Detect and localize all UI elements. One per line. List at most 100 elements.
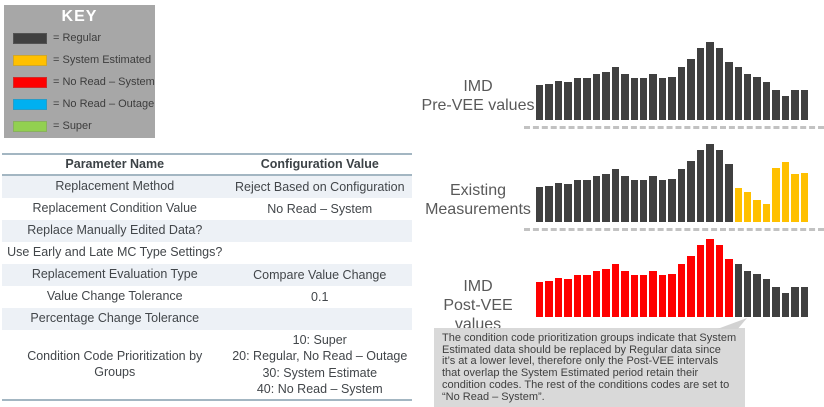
- legend-swatch: [13, 76, 47, 88]
- legend-item: = No Read – System: [13, 76, 155, 88]
- bar: [564, 279, 572, 317]
- bar: [696, 245, 705, 317]
- bar: [706, 144, 714, 222]
- config-value-header: Configuration Value: [260, 157, 379, 171]
- bar: [762, 204, 771, 222]
- bar: [554, 278, 563, 317]
- legend-swatch: [13, 54, 47, 66]
- bar: [592, 271, 601, 317]
- bar: [630, 275, 638, 317]
- bar: [583, 275, 591, 317]
- config-value-cell: [228, 251, 413, 255]
- chart-label-line: Measurements: [425, 201, 531, 218]
- param-name-cell: Value Change Tolerance: [46, 289, 183, 304]
- legend-label: = Regular: [53, 32, 102, 44]
- config-value-cell: [228, 229, 413, 233]
- table-body: Replacement Method Reject Based on Config…: [2, 176, 412, 401]
- bar: [677, 67, 686, 120]
- bar: [621, 271, 629, 317]
- bar: [715, 150, 724, 222]
- bar: [545, 186, 553, 222]
- bar: [611, 264, 620, 317]
- note-text: The condition code prioritization groups…: [442, 332, 737, 403]
- legend-label: = No Read – System: [53, 76, 155, 88]
- bar: [564, 184, 572, 222]
- bar: [602, 269, 610, 317]
- bar: [536, 85, 544, 120]
- bar-chart: [536, 237, 809, 317]
- legend-item: = System Estimated: [13, 54, 155, 66]
- bar: [668, 274, 676, 317]
- bar: [762, 82, 771, 120]
- bar: [564, 82, 572, 120]
- bar: [743, 192, 752, 222]
- table-row: Value Change Tolerance 0.1: [2, 286, 412, 308]
- bar: [545, 281, 553, 317]
- bar: [687, 256, 695, 317]
- separator-dashed-line: [524, 228, 824, 231]
- bar: [668, 179, 676, 222]
- bar: [706, 239, 714, 317]
- note-callout: The condition code prioritization groups…: [434, 318, 747, 407]
- bar: [545, 84, 553, 120]
- param-name-cell: Replace Manually Edited Data?: [27, 223, 203, 238]
- chart-label-post-vee: IMD Post-VEE values: [418, 277, 538, 334]
- bar: [658, 78, 667, 120]
- bar: [706, 42, 714, 120]
- bar: [696, 48, 705, 120]
- bar: [725, 259, 733, 317]
- table-row: Percentage Change Tolerance: [2, 308, 412, 330]
- bar: [658, 180, 667, 222]
- chart-label-line: IMD: [463, 78, 493, 95]
- bar: [621, 74, 629, 120]
- bar: [649, 74, 657, 120]
- bar-chart: [536, 142, 809, 222]
- bar: [668, 77, 676, 120]
- bar: [687, 59, 695, 120]
- bar: [536, 282, 544, 317]
- callout-tail: [717, 318, 747, 329]
- bar: [687, 161, 695, 222]
- bar-chart: [536, 40, 809, 120]
- bar: [800, 287, 809, 317]
- bar: [715, 245, 724, 317]
- bar: [753, 274, 761, 317]
- separator-dashed-line: [524, 126, 824, 129]
- bar: [725, 62, 733, 120]
- chart-label-existing: Existing Measurements: [418, 181, 538, 219]
- config-value-cell: [228, 317, 413, 321]
- config-value-cell: Compare Value Change: [253, 267, 387, 282]
- key-items: = Regular = System Estimated = No Read – S…: [4, 26, 155, 132]
- config-table: Parameter Name Configuration Value Repla…: [2, 153, 412, 401]
- bar: [791, 90, 799, 120]
- legend-item: = No Read – Outage: [13, 98, 155, 110]
- bar: [658, 275, 667, 317]
- bar: [753, 77, 761, 120]
- bar: [772, 168, 780, 222]
- bar: [743, 74, 752, 120]
- bar: [639, 275, 648, 317]
- bar: [554, 183, 563, 222]
- bar: [677, 264, 686, 317]
- bar: [554, 81, 563, 120]
- bar: [536, 187, 544, 222]
- legend-label: = System Estimated: [53, 54, 152, 66]
- config-value-cell: No Read – System: [267, 201, 373, 216]
- table-row: Replace Manually Edited Data?: [2, 220, 412, 242]
- bar: [734, 264, 742, 317]
- bar: [573, 180, 582, 222]
- bar: [734, 188, 742, 222]
- config-value-cell: 0.1: [311, 289, 329, 304]
- bar: [781, 293, 790, 317]
- chart-label-line: Existing: [449, 182, 507, 199]
- bar: [611, 67, 620, 120]
- table-row: Condition Code Prioritization by Groups 1…: [2, 330, 412, 399]
- bar: [573, 78, 582, 120]
- param-name-cell: Condition Code Prioritization by Groups: [27, 348, 203, 379]
- bar: [781, 162, 790, 222]
- legend-swatch: [13, 32, 47, 44]
- bar: [592, 176, 601, 222]
- bar: [602, 72, 610, 120]
- config-value-cell: 10: Super 20: Regular, No Read – Outage …: [232, 333, 408, 396]
- config-value-cell: Reject Based on Configuration: [234, 179, 405, 194]
